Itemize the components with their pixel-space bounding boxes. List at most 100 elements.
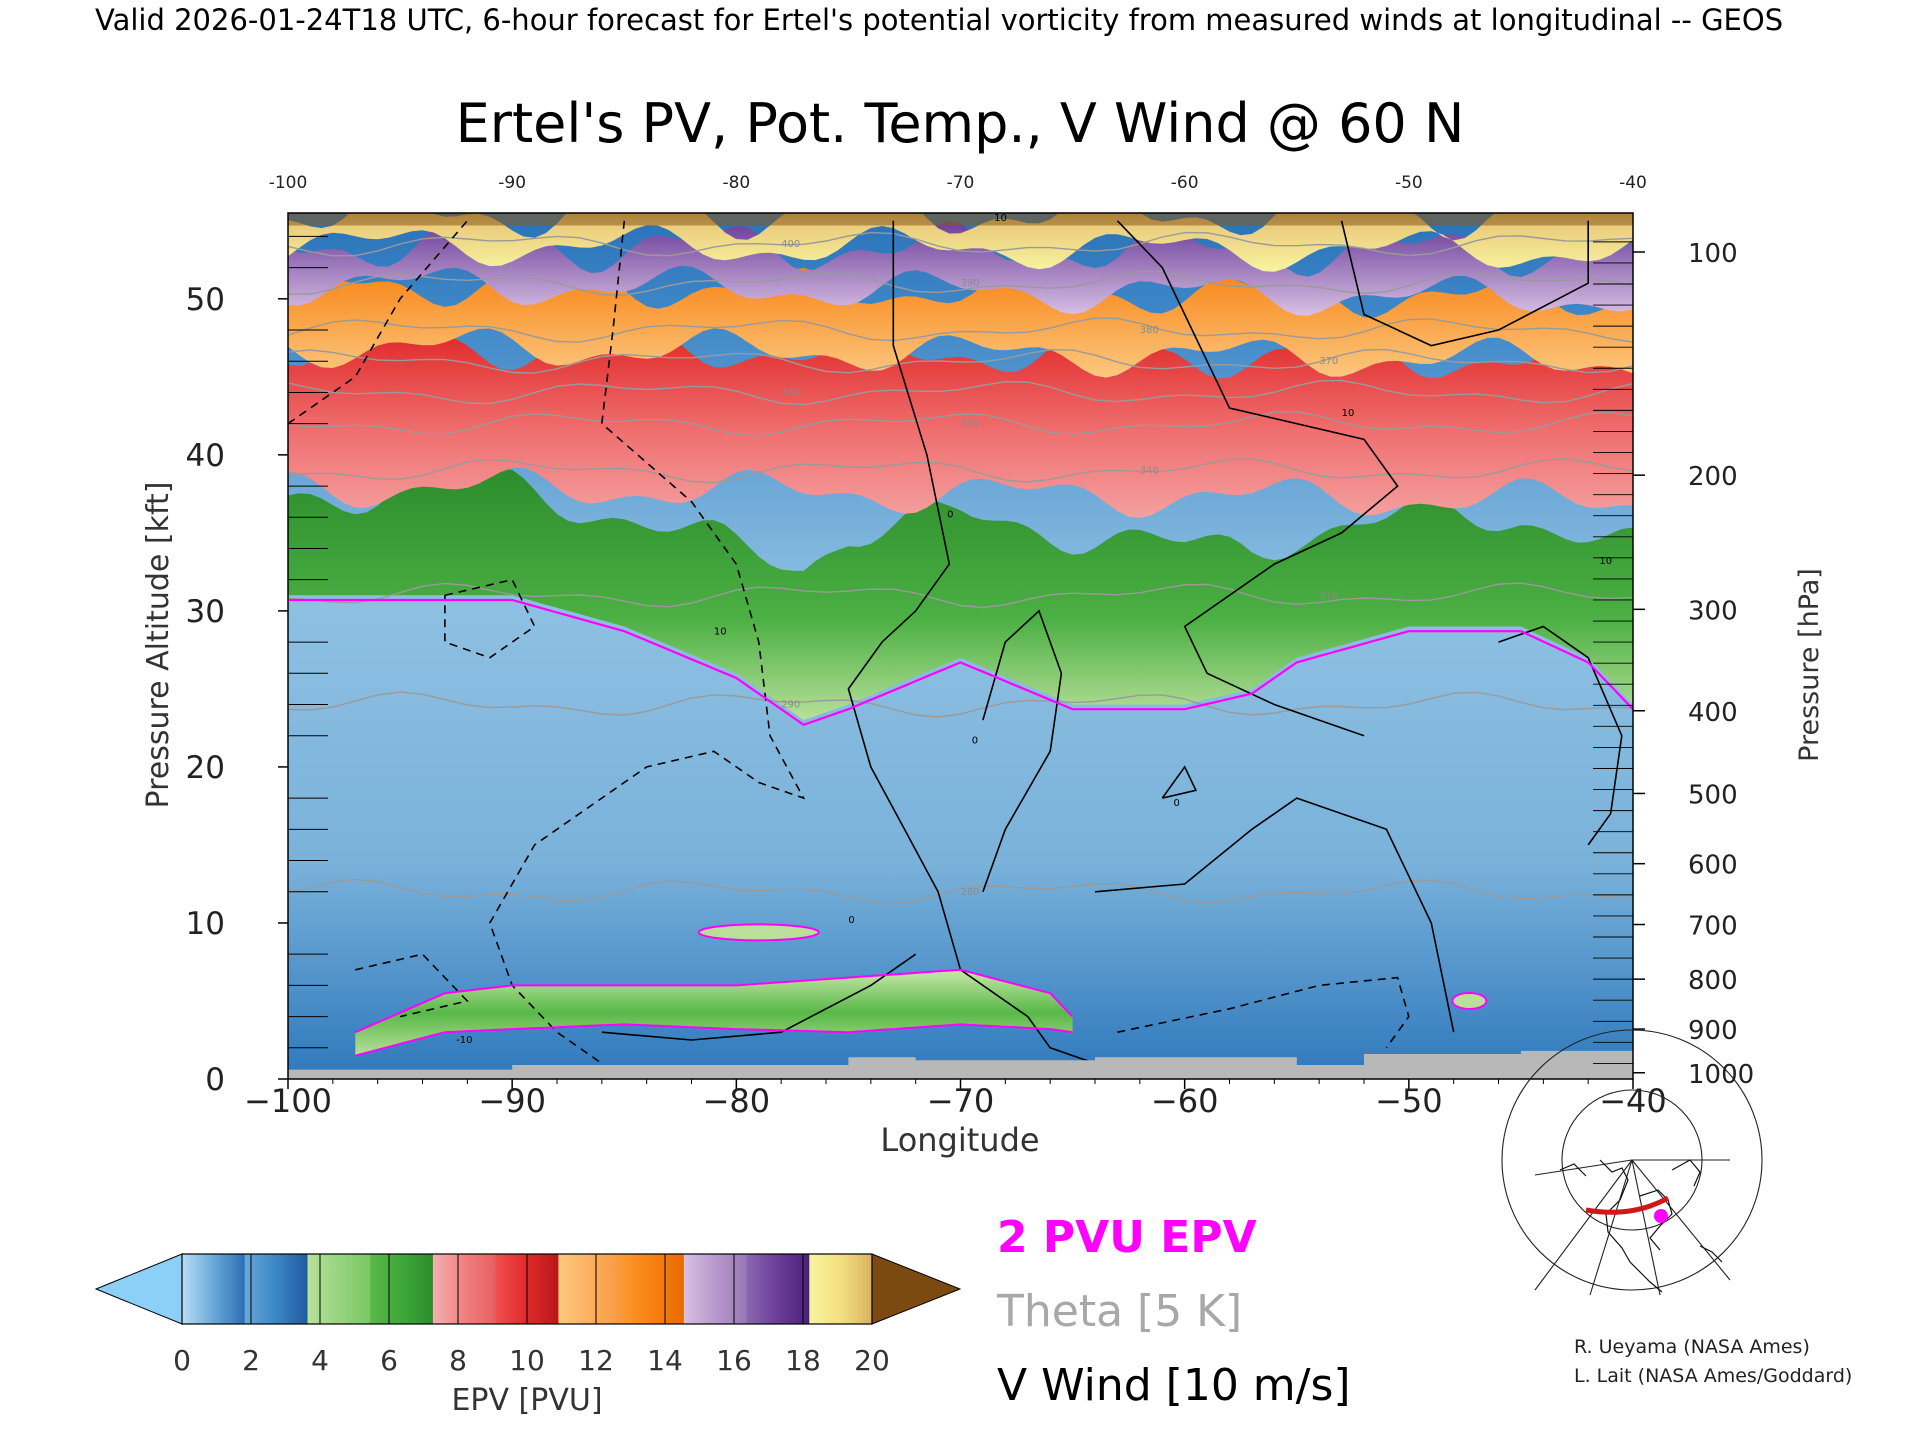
colorbar-segment — [182, 1254, 246, 1324]
theta-contour-label: 340 — [1140, 466, 1159, 477]
chart-title: Ertel's PV, Pot. Temp., V Wind @ 60 N — [456, 92, 1465, 155]
x-tick-label: −100 — [244, 1082, 332, 1120]
pv2-contour — [288, 598, 1633, 727]
theta-contour — [288, 582, 1633, 609]
colorbar-tick-label: 2 — [242, 1344, 260, 1377]
top-x-tick-label: -70 — [947, 173, 975, 193]
colorbar-segment — [809, 1254, 873, 1324]
purple-layer — [288, 220, 1633, 316]
colorbar-segment — [746, 1254, 810, 1324]
vwind-contour-label: 10 — [1342, 408, 1355, 419]
x-tick-label: −70 — [927, 1082, 995, 1120]
pressure-tick-label: 400 — [1688, 698, 1738, 728]
colorbar-segment — [621, 1254, 685, 1324]
theta-contour — [288, 348, 1633, 374]
y-axis-label-left: Pressure Altitude [kft] — [141, 482, 176, 809]
colorbar-tick-label: 6 — [380, 1344, 398, 1377]
vwind-contour — [1116, 220, 1399, 737]
pressure-tick-label: 500 — [1688, 780, 1738, 810]
y-tick-label: 0 — [205, 1062, 225, 1098]
lower-pv-band — [355, 969, 1073, 1056]
vwind-contour — [1161, 765, 1198, 799]
colorbar: 0 2 4 6 8 10 12 14 16 18 20 — [94, 1253, 962, 1377]
pressure-tick-label: 1000 — [1688, 1060, 1754, 1090]
vwind-contour-label: 10 — [1599, 556, 1612, 567]
theta-contour — [288, 457, 1633, 484]
stratosphere-red-layer — [288, 330, 1633, 519]
vwind-contour-negative — [355, 953, 469, 1018]
top-x-tick-label: -50 — [1395, 173, 1423, 193]
colorbar-segment — [558, 1254, 622, 1324]
colorbar-tick-label: 14 — [647, 1344, 683, 1377]
vwind-contour-label: 0 — [972, 736, 978, 747]
colorbar-segment — [370, 1254, 434, 1324]
theta-contour — [288, 270, 1633, 296]
vwind-contour — [847, 220, 1096, 1065]
theta-contour — [288, 317, 1633, 343]
x-tick-label: −50 — [1375, 1082, 1443, 1120]
legend: 2 PVU EPV Theta [5 K] V Wind [10 m/s] — [996, 1212, 1351, 1411]
pressure-tick-label: 800 — [1688, 966, 1738, 996]
colorbar-label: EPV [PVU] — [451, 1383, 602, 1418]
vwind-contour — [1094, 797, 1455, 1033]
colorbar-tick-label: 18 — [785, 1344, 821, 1377]
colorbar-segment — [307, 1254, 371, 1324]
y-axis-label-right: Pressure [hPa] — [1794, 568, 1825, 762]
theta-contour-label: 380 — [1140, 325, 1159, 336]
pressure-tick-label: 900 — [1688, 1016, 1738, 1046]
colorbar-tick-label: 0 — [173, 1344, 191, 1377]
vwind-contour-label: 10 — [994, 213, 1007, 224]
theta-contour-label: 390 — [961, 278, 980, 289]
map-section-line — [1585, 1195, 1670, 1215]
theta-contour-label: 350 — [961, 419, 980, 430]
theta-contour — [288, 878, 1633, 905]
x-tick-label: −60 — [1151, 1082, 1219, 1120]
top-x-tick-label: -60 — [1171, 173, 1199, 193]
x-axis-label: Longitude — [880, 1121, 1039, 1159]
pv2-blob — [697, 923, 820, 942]
pv2-contour-lower — [354, 968, 1074, 1034]
theta-contour — [288, 410, 1633, 437]
credit-line-2: L. Lait (NASA Ames/Goddard) — [1574, 1365, 1852, 1387]
vwind-contour — [1498, 625, 1623, 846]
legend-pv-line: 2 PVU EPV — [997, 1212, 1257, 1263]
plot-area: 400 390 380 370 360 350 340 310 290 280 0 0 10 10 10 0… — [288, 213, 1633, 1079]
colorbar-under-arrow — [94, 1253, 183, 1325]
location-map — [1501, 1029, 1763, 1296]
theta-contour-label: 310 — [1319, 590, 1338, 601]
pressure-tick-label: 200 — [1688, 462, 1738, 492]
vwind-contour — [1340, 220, 1589, 347]
pv2-contour-lower — [355, 1023, 1073, 1057]
pv2-blob — [1451, 991, 1488, 1010]
y-tick-label: 40 — [186, 438, 225, 474]
pressure-tick-label: 100 — [1688, 239, 1738, 269]
top-brown-cap — [288, 213, 1633, 226]
theta-contour-label: 290 — [781, 700, 800, 711]
colorbar-segment — [244, 1254, 308, 1324]
theta-contour-label: 400 — [781, 239, 800, 250]
vwind-contour-label: 10 — [714, 626, 727, 637]
vwind-contour-label: 0 — [848, 915, 854, 926]
colorbar-segment — [683, 1254, 747, 1324]
colorbar-tick-label: 16 — [716, 1344, 752, 1377]
colorbar-tick-label: 10 — [509, 1344, 545, 1377]
y-tick-label: 10 — [186, 906, 225, 942]
vwind-contour-negative — [288, 220, 468, 425]
theta-contour — [288, 379, 1633, 406]
vwind-contour-label: 0 — [947, 509, 953, 520]
vwind-contour-label: -10 — [456, 1035, 472, 1046]
theta-contour-label: 280 — [961, 887, 980, 898]
pressure-tick-label: 700 — [1688, 912, 1738, 942]
colorbar-tick-label: 12 — [578, 1344, 614, 1377]
x-tick-label: −40 — [1599, 1082, 1667, 1120]
top-x-tick-label: -40 — [1619, 173, 1647, 193]
x-tick-label: −90 — [478, 1082, 546, 1120]
colorbar-segment — [432, 1254, 497, 1324]
map-graticule — [1501, 1029, 1763, 1296]
pressure-tick-label: 300 — [1688, 596, 1738, 626]
y-tick-label: 50 — [186, 282, 225, 318]
pressure-tick-label: 600 — [1688, 851, 1738, 881]
vwind-contour-label: 0 — [1174, 798, 1180, 809]
colorbar-over-arrow — [871, 1253, 962, 1325]
